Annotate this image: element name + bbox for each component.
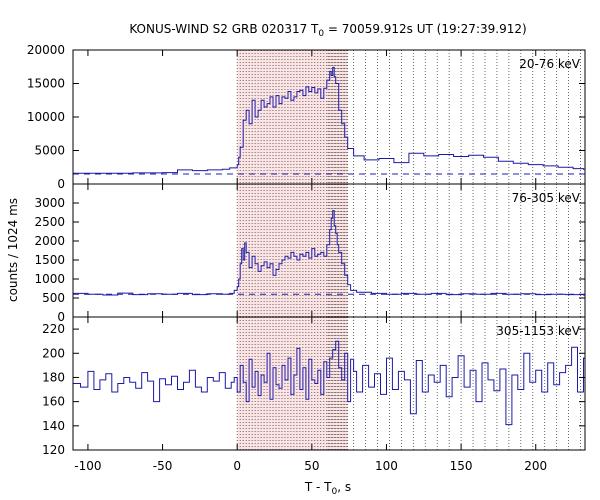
shaded-interval [237,184,348,317]
count-series-line [73,340,585,426]
y-tick-label: 0 [57,310,65,324]
panel-305-1153-kev: 120 140 160 180 200 220 305-1153 keV [42,316,586,457]
y-tick-label: 500 [42,291,65,305]
x-tick-label: 150 [450,459,473,473]
y-tick-label: 1500 [34,253,65,267]
y-tick-label: 2500 [34,215,65,229]
shaded-interval [237,317,348,450]
x-tick-label: 0 [233,459,241,473]
y-tick-label: 5000 [34,144,65,158]
count-series-line [73,210,585,296]
count-series-line [73,66,585,174]
y-tick-label: 3000 [34,196,65,210]
x-tick-label: -50 [153,459,173,473]
y-tick-label: 120 [42,443,65,457]
y-tick-label: 140 [42,419,65,433]
y-axis-label: counts / 1024 ms [6,198,20,302]
x-axis-ticks: -100 -50 0 50 100 150 200 [74,459,547,473]
y-tick-label: 15000 [27,77,65,91]
x-tick-label: 200 [524,459,547,473]
chart-title: KONUS-WIND S2 GRB 020317 T0 = 70059.912s… [129,22,526,39]
y-tick-label: 200 [42,346,65,360]
panel-76-305-kev: 0 500 1000 1500 2000 2500 3000 76-305 keV [34,183,586,324]
x-tick-label: 50 [304,459,319,473]
x-axis-label: T - T0, s [304,480,351,497]
y-tick-label: 2000 [34,234,65,248]
panel-energy-label: 305-1153 keV [496,324,580,338]
panel-energy-label: 76-305 keV [512,191,581,205]
y-tick-label: 220 [42,322,65,336]
x-tick-label: 100 [375,459,398,473]
panel-energy-label: 20-76 keV [519,57,581,71]
y-tick-label: 180 [42,370,65,384]
y-tick-label: 0 [57,177,65,191]
y-tick-label: 20000 [27,43,65,57]
y-tick-label: 10000 [27,110,65,124]
y-tick-label: 1000 [34,272,65,286]
y-tick-label: 160 [42,395,65,409]
panel-frame [72,316,586,451]
x-tick-label: -100 [74,459,101,473]
panel-20-76-kev: 0 5000 10000 15000 20000 20-76 keV [27,43,586,191]
